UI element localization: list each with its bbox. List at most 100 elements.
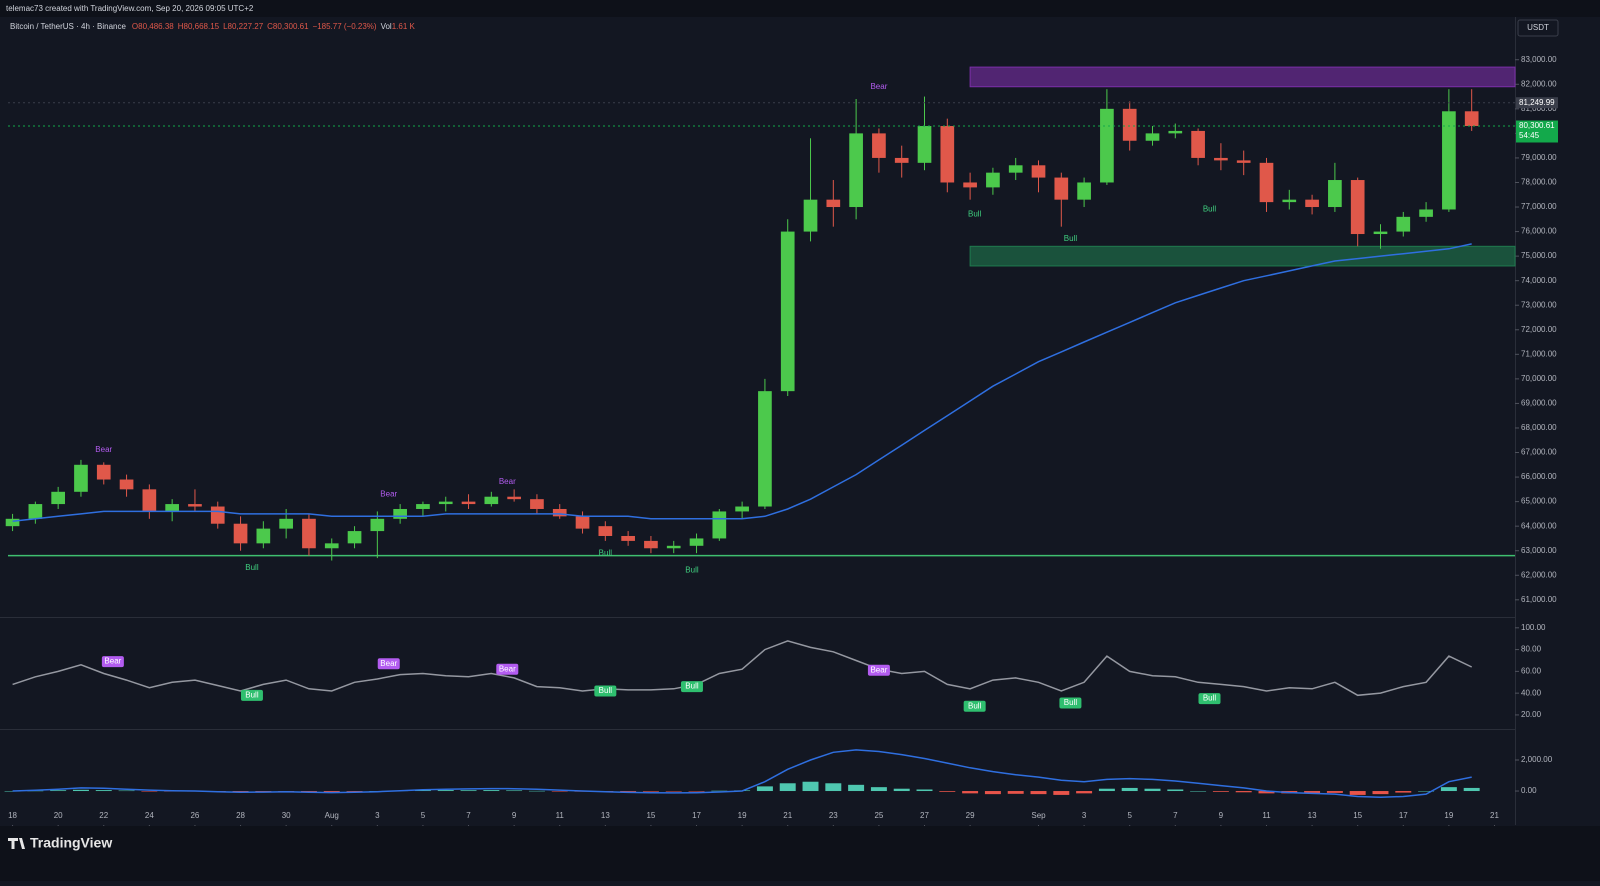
histogram-bar bbox=[620, 791, 637, 792]
candle-body bbox=[712, 511, 727, 539]
signal-box bbox=[496, 663, 519, 675]
candle-body bbox=[1328, 180, 1342, 208]
indicator-line bbox=[12, 749, 1472, 798]
signal-box bbox=[594, 685, 617, 697]
y-tick-label: 82,000.00 bbox=[1521, 79, 1557, 88]
candle-body bbox=[233, 523, 248, 544]
y-tick-label: 79,000.00 bbox=[1521, 153, 1557, 162]
countdown: 54:45 bbox=[1519, 131, 1540, 140]
symbol: Bitcoin / TetherUS · 4h · Binance bbox=[10, 22, 126, 31]
candle-body bbox=[666, 545, 681, 549]
x-tick-label: 5 bbox=[1127, 811, 1132, 820]
signal-label: Bull bbox=[685, 682, 699, 691]
logo[interactable] bbox=[8, 838, 25, 849]
currency-box[interactable] bbox=[1517, 19, 1559, 37]
candle-body bbox=[347, 531, 362, 544]
histogram-bar bbox=[1463, 787, 1480, 792]
candle-body bbox=[1191, 130, 1205, 158]
histogram-bar bbox=[1235, 791, 1252, 793]
candle-body bbox=[142, 489, 157, 512]
x-tick-label: 19 bbox=[1444, 811, 1453, 820]
histogram-bar bbox=[870, 787, 887, 792]
indicator-line bbox=[12, 640, 1473, 697]
y-tick-label: 66,000.00 bbox=[1521, 472, 1557, 481]
histogram-bar bbox=[50, 790, 67, 792]
price-label: 81,249.99 bbox=[1519, 98, 1555, 107]
histogram-bar bbox=[483, 790, 500, 792]
currency[interactable]: USDT bbox=[1527, 23, 1549, 32]
x-tick-label: 17 bbox=[1399, 811, 1408, 820]
candle-body bbox=[507, 496, 521, 500]
candle-body bbox=[188, 504, 202, 507]
histogram-bar bbox=[1258, 791, 1275, 794]
candle-body bbox=[74, 464, 88, 492]
y-tick-label: 78,000.00 bbox=[1521, 178, 1557, 187]
candle-body bbox=[963, 182, 977, 188]
histogram-bar bbox=[779, 783, 796, 792]
histogram-bar bbox=[711, 790, 728, 792]
y-tick-label: 72,000.00 bbox=[1521, 325, 1557, 334]
candle-body bbox=[940, 126, 955, 183]
candle-body bbox=[689, 538, 704, 546]
histogram-bar bbox=[665, 791, 682, 792]
histogram-bar bbox=[323, 791, 340, 792]
histogram-bar bbox=[802, 781, 819, 792]
histogram-bar bbox=[1304, 791, 1321, 794]
volume-label: Vol bbox=[381, 22, 392, 31]
signal-box bbox=[1059, 697, 1082, 709]
candle-body bbox=[1442, 111, 1456, 210]
x-tick-label: 23 bbox=[829, 811, 838, 820]
signal-label: Bull bbox=[245, 563, 259, 572]
candle-body bbox=[28, 504, 43, 519]
high: H80,668.15 bbox=[178, 22, 220, 31]
candle-body bbox=[1100, 108, 1114, 183]
candle-body bbox=[1031, 165, 1046, 178]
x-tick-label: 27 bbox=[920, 811, 929, 820]
brand[interactable]: TradingView bbox=[30, 835, 112, 851]
x-tick-label: 26 bbox=[190, 811, 199, 820]
histogram-bar bbox=[1372, 791, 1389, 795]
x-tick-label: 11 bbox=[556, 811, 565, 820]
histogram-bar bbox=[825, 783, 842, 792]
candle-body bbox=[1396, 216, 1411, 232]
histogram-bar bbox=[1121, 787, 1138, 792]
close: C80,300.61 bbox=[267, 22, 309, 31]
y-tick-label: 75,000.00 bbox=[1521, 251, 1557, 260]
signal-label: Bear bbox=[380, 489, 397, 498]
y-tick-label: 83,000.00 bbox=[1521, 55, 1557, 64]
candle-body bbox=[484, 496, 499, 505]
x-tick-label: 9 bbox=[512, 811, 517, 820]
y-tick-label: 81,000.00 bbox=[1521, 104, 1557, 113]
histogram-bar bbox=[551, 791, 568, 792]
histogram-bar bbox=[1190, 791, 1207, 792]
histogram-bar bbox=[848, 784, 865, 792]
histogram-bar bbox=[1076, 791, 1093, 794]
candle-body bbox=[986, 172, 1000, 188]
histogram-bar bbox=[1212, 791, 1229, 792]
histogram-bar bbox=[4, 791, 21, 792]
histogram-bar bbox=[528, 790, 545, 792]
signal-label: Bear bbox=[499, 664, 516, 673]
candle-body bbox=[1145, 133, 1160, 141]
header-bar bbox=[0, 0, 1600, 17]
x-tick-label: 30 bbox=[282, 811, 291, 820]
candle-body bbox=[872, 133, 886, 158]
x-tick-label: Aug bbox=[325, 811, 339, 820]
signal-label: Bear bbox=[95, 445, 112, 454]
candle-body bbox=[1259, 162, 1274, 203]
candle-body bbox=[210, 506, 225, 524]
y-tick-label: 65,000.00 bbox=[1521, 497, 1557, 506]
y-tick-label: 77,000.00 bbox=[1521, 202, 1557, 211]
x-tick-label: 17 bbox=[692, 811, 701, 820]
candle-body bbox=[1168, 130, 1183, 134]
histogram-bar bbox=[984, 791, 1001, 795]
histogram-bar bbox=[141, 791, 158, 792]
signal-box bbox=[377, 658, 400, 670]
signal-box bbox=[963, 700, 986, 712]
y-tick-label: 2,000.00 bbox=[1521, 755, 1553, 764]
candle-body bbox=[370, 518, 385, 532]
signal-label: Bear bbox=[380, 659, 397, 668]
candle-body bbox=[552, 508, 567, 517]
y-tick-label: 80.00 bbox=[1521, 645, 1542, 654]
